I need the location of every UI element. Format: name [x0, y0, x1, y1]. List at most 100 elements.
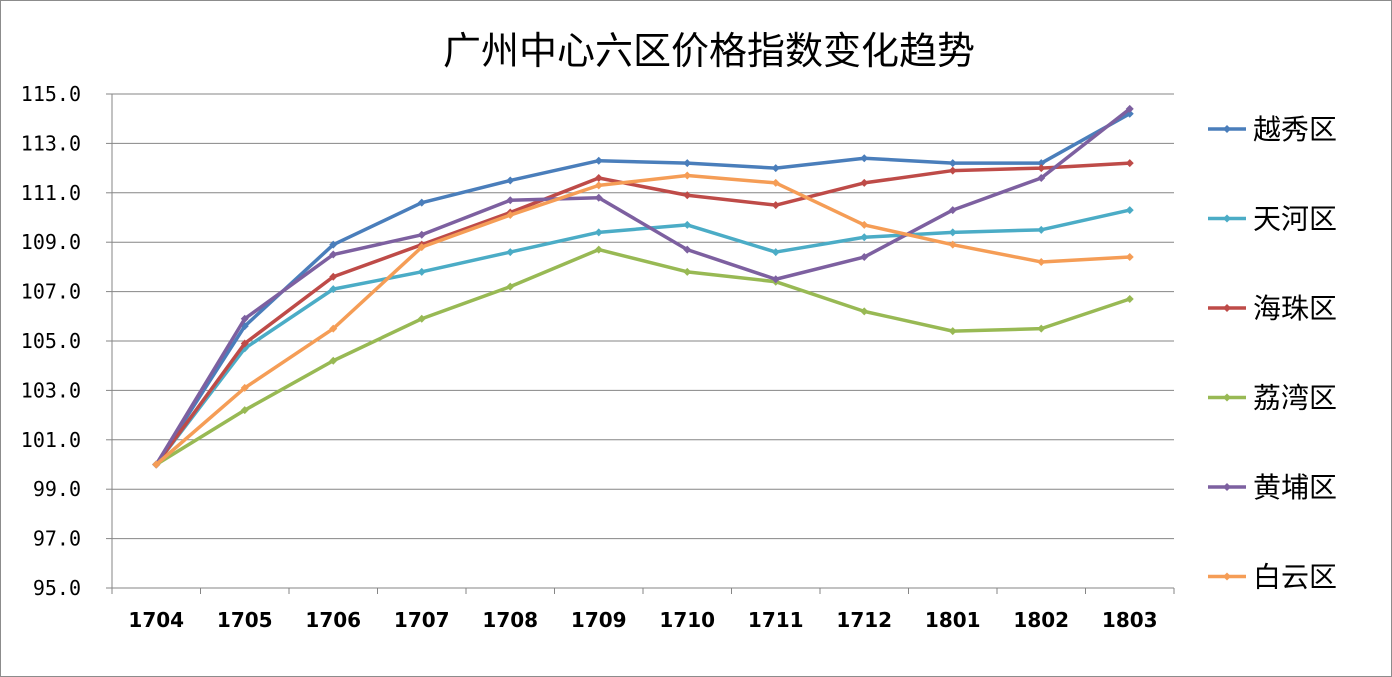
- x-tick-label: 1704: [128, 608, 184, 632]
- legend-marker: [1223, 125, 1231, 133]
- data-point: [948, 327, 957, 336]
- data-point: [240, 406, 249, 415]
- data-point: [417, 267, 426, 276]
- data-point: [329, 356, 338, 365]
- data-point: [506, 248, 515, 257]
- legend-label: 荔湾区: [1253, 382, 1337, 415]
- data-point: [240, 339, 249, 348]
- y-tick-label: 103.0: [21, 378, 81, 402]
- y-axis-tick-labels: 95.0 97.0 99.0 101.0 103.0 105.0 107.0 109.0 111…: [21, 82, 81, 600]
- data-point: [594, 181, 603, 190]
- data-point: [1037, 173, 1046, 182]
- data-point: [594, 228, 603, 237]
- data-point: [771, 164, 780, 173]
- y-tick-label: 97.0: [33, 527, 81, 551]
- data-point: [1037, 257, 1046, 266]
- data-point: [329, 324, 338, 333]
- data-point: [240, 314, 249, 323]
- x-tick-label: 1707: [394, 608, 450, 632]
- series-line: [154, 107, 1132, 467]
- data-point: [506, 196, 515, 205]
- data-point: [240, 383, 249, 392]
- data-point: [329, 240, 338, 249]
- data-point: [417, 230, 426, 239]
- x-tick-label: 1708: [482, 608, 538, 632]
- data-point: [1037, 324, 1046, 333]
- data-series: [152, 104, 1134, 469]
- legend-marker: [1223, 214, 1231, 223]
- legend-item: 海珠区: [1208, 292, 1337, 325]
- legend-marker: [1223, 483, 1231, 491]
- data-point: [1037, 159, 1046, 168]
- legend-label: 越秀区: [1253, 113, 1337, 146]
- data-point: [860, 154, 869, 163]
- data-point: [594, 173, 603, 182]
- data-point: [152, 460, 161, 469]
- data-point: [860, 178, 869, 187]
- legend-marker: [1223, 572, 1231, 581]
- y-tick-label: 107.0: [21, 280, 81, 304]
- y-tick-label: 105.0: [21, 329, 81, 353]
- x-tick-label: 1711: [748, 608, 804, 632]
- data-point: [506, 176, 515, 185]
- series-5: [152, 104, 1134, 469]
- data-point: [1125, 206, 1134, 215]
- x-tick-label: 1705: [217, 608, 273, 632]
- axes: [106, 93, 1175, 594]
- data-point: [1125, 253, 1134, 262]
- series-line: [154, 173, 1132, 467]
- legend-item: 越秀区: [1208, 113, 1337, 146]
- data-point: [1037, 225, 1046, 234]
- legend-marker: [1223, 393, 1231, 402]
- data-point: [683, 171, 692, 180]
- series-line: [154, 208, 1132, 467]
- data-point: [594, 156, 603, 165]
- legend-item: 黄埔区: [1208, 471, 1337, 504]
- data-point: [1125, 159, 1134, 168]
- data-point: [771, 275, 780, 284]
- data-point: [417, 314, 426, 323]
- data-point: [1125, 104, 1134, 113]
- data-point: [683, 245, 692, 254]
- x-tick-label: 1709: [571, 608, 627, 632]
- data-point: [506, 211, 515, 220]
- x-tick-label: 1712: [836, 608, 892, 632]
- series-1: [152, 109, 1134, 469]
- y-tick-label: 111.0: [21, 181, 81, 205]
- data-point: [417, 198, 426, 207]
- series-6: [152, 171, 1134, 469]
- legend-marker: [1223, 304, 1231, 312]
- x-tick-label: 1706: [305, 608, 361, 632]
- y-tick-label: 113.0: [21, 131, 81, 155]
- data-point: [948, 228, 957, 237]
- y-tick-label: 101.0: [21, 428, 81, 452]
- data-point: [329, 272, 338, 281]
- data-point: [948, 166, 957, 175]
- chart-title: 广州中心六区价格指数变化趋势: [443, 29, 975, 73]
- data-point: [594, 193, 603, 202]
- x-tick-label: 1803: [1102, 608, 1158, 632]
- legend-label: 黄埔区: [1253, 471, 1337, 504]
- data-point: [860, 233, 869, 242]
- x-axis-tick-labels: 1704 1705 1706 1707 1708 1709 1710 1711 1712 1801…: [128, 608, 1157, 632]
- x-tick-label: 1710: [659, 608, 715, 632]
- legend-item: 天河区: [1208, 203, 1337, 236]
- series-2: [152, 206, 1134, 469]
- gridlines: [112, 93, 1174, 540]
- data-point: [948, 206, 957, 215]
- series-line: [154, 161, 1132, 467]
- data-point: [860, 253, 869, 262]
- legend-label: 天河区: [1253, 203, 1337, 236]
- data-point: [329, 285, 338, 294]
- data-point: [683, 267, 692, 276]
- data-point: [860, 220, 869, 229]
- data-point: [683, 220, 692, 229]
- data-point: [771, 248, 780, 257]
- data-point: [948, 240, 957, 249]
- y-tick-label: 99.0: [33, 477, 81, 501]
- data-point: [1037, 164, 1046, 173]
- data-point: [948, 159, 957, 168]
- data-point: [329, 250, 338, 259]
